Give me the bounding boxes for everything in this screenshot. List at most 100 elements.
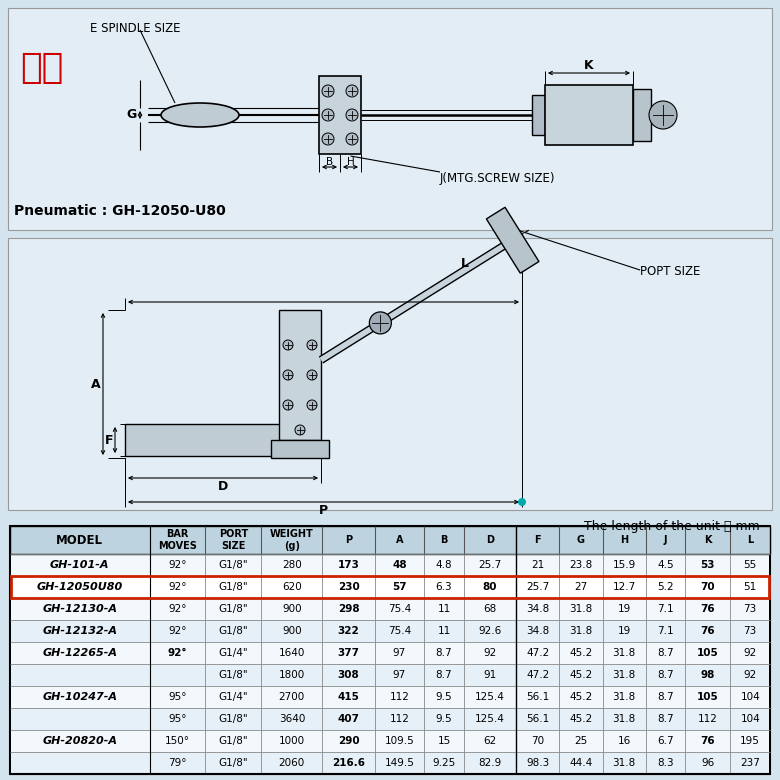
Text: 73: 73: [743, 626, 757, 636]
Text: H: H: [346, 157, 354, 167]
Text: POPT SIZE: POPT SIZE: [640, 265, 700, 278]
Text: 博工: 博工: [20, 51, 63, 85]
Text: G: G: [577, 535, 585, 545]
Text: H: H: [620, 535, 628, 545]
Text: 57: 57: [392, 582, 406, 592]
Text: 322: 322: [338, 626, 360, 636]
Text: G1/8": G1/8": [218, 670, 248, 680]
Text: 415: 415: [338, 692, 360, 702]
Text: 104: 104: [740, 692, 760, 702]
Text: 96: 96: [701, 758, 714, 768]
Text: 16: 16: [618, 736, 631, 746]
Text: D: D: [218, 480, 228, 493]
Text: 149.5: 149.5: [385, 758, 414, 768]
Text: A: A: [395, 535, 403, 545]
Circle shape: [307, 400, 317, 410]
Text: 290: 290: [338, 736, 360, 746]
Text: 4.8: 4.8: [436, 560, 452, 570]
Text: 620: 620: [282, 582, 302, 592]
Text: PORT
SIZE: PORT SIZE: [218, 529, 248, 551]
Text: 9.5: 9.5: [436, 692, 452, 702]
Text: 95°: 95°: [168, 714, 186, 724]
Bar: [279, 310, 321, 440]
Text: 75.4: 75.4: [388, 604, 411, 614]
Text: 3640: 3640: [278, 714, 305, 724]
Text: P: P: [319, 504, 328, 517]
Text: 112: 112: [389, 692, 410, 702]
Polygon shape: [487, 207, 539, 273]
Text: 45.2: 45.2: [569, 648, 593, 658]
Text: 8.7: 8.7: [436, 670, 452, 680]
Bar: [8, 8, 772, 230]
Text: F: F: [105, 434, 113, 446]
Text: 21: 21: [531, 560, 544, 570]
Text: BAR
MOVES: BAR MOVES: [158, 529, 197, 551]
Text: 105: 105: [697, 692, 718, 702]
Ellipse shape: [161, 103, 239, 127]
Bar: [11, 598, 769, 620]
Circle shape: [283, 400, 293, 410]
Text: G: G: [126, 108, 137, 122]
Text: 7.1: 7.1: [658, 626, 674, 636]
Text: 73: 73: [743, 604, 757, 614]
Text: 79°: 79°: [168, 758, 186, 768]
Text: 8.7: 8.7: [658, 714, 674, 724]
Text: 31.8: 31.8: [569, 604, 593, 614]
Bar: [11, 642, 769, 664]
Bar: [11, 708, 769, 730]
Text: GH-12050U80: GH-12050U80: [37, 582, 123, 592]
Text: 407: 407: [338, 714, 360, 724]
Text: 230: 230: [338, 582, 360, 592]
Circle shape: [322, 133, 334, 145]
Text: 377: 377: [338, 648, 360, 658]
Text: 8.7: 8.7: [658, 692, 674, 702]
Bar: [11, 752, 769, 774]
Text: 51: 51: [743, 582, 757, 592]
Text: GH-101-A: GH-101-A: [50, 560, 109, 570]
Text: GH-12132-A: GH-12132-A: [42, 626, 117, 636]
Circle shape: [307, 340, 317, 350]
Text: 47.2: 47.2: [526, 648, 549, 658]
Text: G1/8": G1/8": [218, 560, 248, 570]
Text: 6.7: 6.7: [658, 736, 674, 746]
Text: 125.4: 125.4: [475, 714, 505, 724]
Text: 44.4: 44.4: [569, 758, 593, 768]
Text: D: D: [486, 535, 494, 545]
Text: 98: 98: [700, 670, 715, 680]
Text: 95°: 95°: [168, 692, 186, 702]
Text: 92°: 92°: [168, 626, 186, 636]
Bar: [8, 238, 772, 510]
Text: 31.8: 31.8: [612, 670, 636, 680]
Text: G1/4": G1/4": [218, 648, 248, 658]
Text: 70: 70: [700, 582, 715, 592]
Text: A: A: [91, 378, 101, 391]
Bar: [11, 730, 769, 752]
Circle shape: [346, 85, 358, 97]
Circle shape: [370, 312, 392, 334]
Text: 97: 97: [393, 670, 406, 680]
Bar: [11, 576, 769, 598]
Text: 47.2: 47.2: [526, 670, 549, 680]
Text: 45.2: 45.2: [569, 714, 593, 724]
Text: 8.7: 8.7: [658, 648, 674, 658]
Text: 12.7: 12.7: [612, 582, 636, 592]
Text: 112: 112: [698, 714, 718, 724]
Text: 5.2: 5.2: [658, 582, 674, 592]
Circle shape: [295, 425, 305, 435]
Text: G1/8": G1/8": [218, 604, 248, 614]
Text: 27: 27: [574, 582, 587, 592]
Circle shape: [307, 370, 317, 380]
Text: 19: 19: [618, 626, 631, 636]
Text: 56.1: 56.1: [526, 714, 549, 724]
Text: 15.9: 15.9: [612, 560, 636, 570]
Text: 195: 195: [740, 736, 760, 746]
Text: 237: 237: [740, 758, 760, 768]
Circle shape: [649, 101, 677, 129]
Text: 2700: 2700: [278, 692, 305, 702]
Text: G1/8": G1/8": [218, 736, 248, 746]
Text: 19: 19: [618, 604, 631, 614]
Bar: [11, 620, 769, 642]
Bar: [271, 440, 329, 458]
Text: 92: 92: [743, 670, 757, 680]
Text: L: L: [460, 257, 469, 270]
